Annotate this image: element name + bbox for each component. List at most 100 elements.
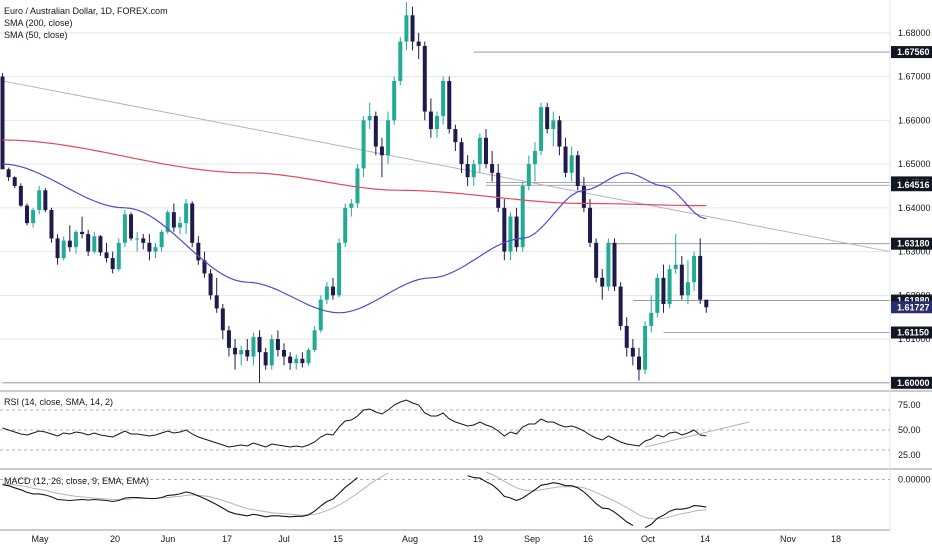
- candle-body: [685, 282, 690, 296]
- candle-body: [514, 216, 519, 248]
- macd-line: [2, 475, 707, 528]
- candlestick-series: [0, 2, 709, 383]
- date-tick-label: 19: [473, 534, 483, 544]
- candle-body: [490, 164, 495, 173]
- sma50-line: [2, 163, 707, 314]
- price-tag-box: [891, 376, 932, 389]
- date-tick-label: May: [31, 534, 49, 544]
- candle-body: [220, 308, 225, 331]
- candle-body: [202, 260, 207, 274]
- candle-body: [428, 111, 433, 130]
- price-tick-label: 1.61000: [898, 334, 931, 344]
- price-tag-box: [891, 326, 932, 339]
- candle-body: [679, 264, 684, 296]
- candle-body: [612, 242, 617, 287]
- candle-body: [441, 80, 446, 116]
- candle-body: [263, 352, 268, 366]
- candle-body: [98, 236, 103, 253]
- rsi-tick-label: 75.00: [898, 400, 921, 410]
- candle-body: [618, 286, 623, 326]
- candle-body: [226, 330, 231, 348]
- macd-legend[interactable]: MACD (12, 26, close, 9, EMA, EMA): [4, 476, 149, 486]
- candle-body: [86, 234, 91, 252]
- macd-axis[interactable]: 0.00000: [898, 475, 931, 485]
- candle-body: [447, 80, 452, 130]
- candle-body: [435, 115, 440, 130]
- candle-body: [122, 214, 127, 243]
- candle-body: [630, 347, 635, 357]
- candle-body: [655, 277, 660, 313]
- candle-body: [129, 214, 134, 239]
- candle-body: [667, 269, 672, 305]
- candle-body: [153, 247, 158, 252]
- date-tick-label: Sep: [524, 534, 540, 544]
- candle-body: [214, 295, 219, 309]
- candle-body: [208, 273, 213, 296]
- date-tick-label: 15: [333, 534, 343, 544]
- date-tick-label: 16: [583, 534, 593, 544]
- price-tag-box: [891, 237, 932, 250]
- candle-body: [330, 286, 335, 296]
- rsi-pane-grid: [0, 409, 890, 451]
- candle-body: [508, 216, 513, 252]
- chart-title: Euro / Australian Dollar, 1D, FOREX.com: [4, 6, 168, 16]
- candle-body: [588, 207, 593, 243]
- rsi-axis[interactable]: 25.00 50.00 75.00: [898, 400, 921, 460]
- candle-body: [141, 238, 146, 243]
- candle-body: [496, 172, 501, 208]
- candle-body: [275, 339, 280, 350]
- candle-body: [349, 203, 354, 208]
- candle-body: [643, 325, 648, 370]
- price-tag-box: [891, 301, 932, 314]
- candle-body: [367, 115, 372, 121]
- candle-body: [6, 169, 11, 178]
- candle-body: [67, 240, 72, 248]
- candle-body: [177, 223, 182, 228]
- moving-averages: [2, 139, 707, 314]
- candle-body: [251, 336, 256, 357]
- date-tick-label: Jun: [161, 534, 176, 544]
- candle-body: [337, 242, 342, 296]
- rsi-legend[interactable]: RSI (14, close, SMA, 14, 2): [4, 397, 113, 407]
- time-axis[interactable]: May 20 Jun 17 Jul 15 Aug 19 Sep 16 Oct 14 Nov 18: [31, 534, 841, 544]
- sma50-legend[interactable]: SMA (50, close): [4, 30, 68, 40]
- candle-body: [294, 358, 299, 364]
- candle-body: [61, 240, 66, 259]
- candle-body: [282, 350, 287, 357]
- candle-body: [483, 137, 488, 165]
- date-tick-label: 18: [831, 534, 841, 544]
- candle-body: [318, 299, 323, 331]
- rsi-series: [2, 399, 750, 448]
- macd-tick-label: 0.00000: [898, 475, 931, 485]
- diagonal-trendline: [2, 80, 890, 253]
- candle-body: [300, 358, 305, 364]
- rsi-line: [2, 399, 707, 448]
- candle-body: [453, 129, 458, 143]
- candle-body: [37, 190, 42, 210]
- price-tag-box: [891, 46, 932, 59]
- candle-body: [0, 76, 5, 170]
- candle-body: [110, 258, 115, 270]
- candle-body: [49, 210, 54, 239]
- price-tag-label: 1.61150: [897, 328, 929, 338]
- candle-body: [636, 356, 641, 370]
- candle-body: [116, 242, 121, 270]
- candle-body: [159, 231, 164, 248]
- price-tag-label: 1.63180: [897, 239, 930, 249]
- candle-body: [392, 80, 397, 121]
- candle-body: [661, 277, 666, 305]
- date-tick-label: Nov: [780, 534, 797, 544]
- horizontal-levels: [2, 51, 890, 384]
- sma200-legend[interactable]: SMA (200, close): [4, 18, 73, 28]
- candle-body: [184, 203, 189, 224]
- candle-body: [624, 325, 629, 348]
- candle-body: [606, 242, 611, 287]
- candle-body: [594, 242, 599, 278]
- candle-body: [55, 238, 60, 259]
- candle-body: [569, 155, 574, 173]
- price-tag-label: 1.64516: [897, 180, 930, 190]
- macd-series: [2, 471, 707, 528]
- candle-body: [575, 155, 580, 186]
- candle-body: [24, 205, 29, 224]
